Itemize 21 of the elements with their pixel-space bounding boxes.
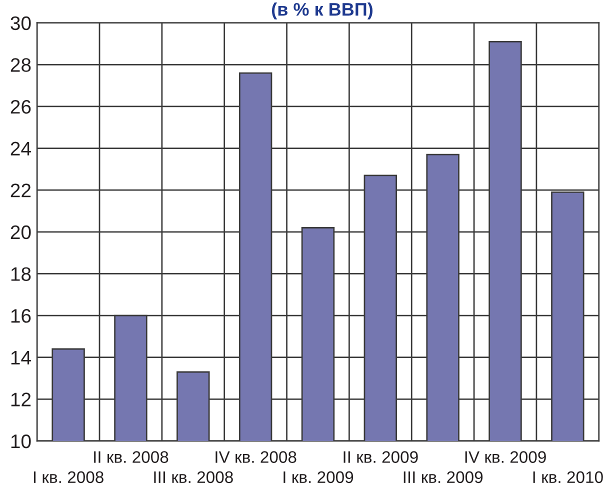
y-tick-label: 20 [10,225,31,240]
x-tick-label: II кв. 2009 [344,451,418,463]
x-tick-label: I кв. 2009 [284,471,354,484]
y-tick-label: 18 [11,267,31,281]
x-tick-label: II кв. 2008 [94,451,168,463]
y-tick-label: 10 [11,434,31,448]
x-tick-label: III кв. 2008 [154,471,233,484]
y-tick-label: 16 [11,309,31,323]
y-tick-label: 14 [11,351,31,364]
y-tick-label: 22 [10,184,31,198]
x-tick-label: IV кв. 2009 [465,451,546,463]
y-tick-label: 26 [10,100,31,114]
x-tick-label: III кв. 2009 [404,471,483,484]
y-tick-label: 30 [10,16,31,30]
y-tick-label: 28 [10,58,31,72]
x-tick-label: I кв. 2008 [34,471,104,484]
y-tick-label: 24 [10,142,31,156]
y-tick-label: 12 [11,392,31,406]
x-tick-label: I кв. 2010 [533,471,603,484]
chart-title: (в % к ВВП) [272,2,373,20]
x-tick-label: IV кв. 2008 [216,451,296,463]
